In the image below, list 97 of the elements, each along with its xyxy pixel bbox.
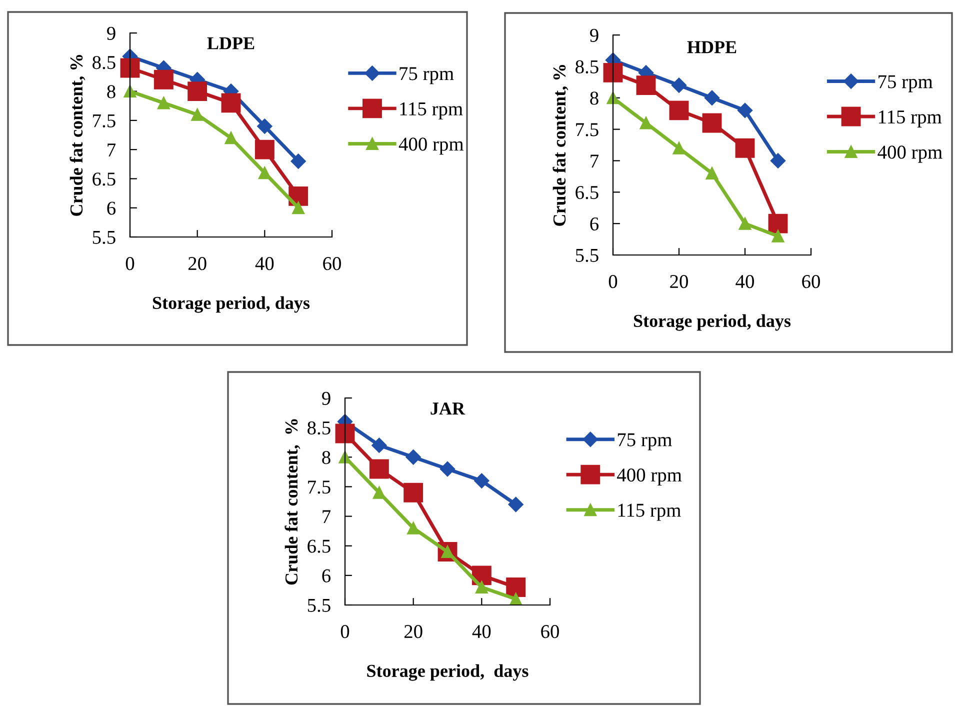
- point: [510, 592, 522, 606]
- point: [770, 153, 786, 168]
- legend-label: 115 rpm: [400, 102, 463, 120]
- point: [440, 461, 456, 477]
- y-tick-label: 6.5: [576, 186, 598, 200]
- point: [124, 85, 136, 98]
- legend-label: 75 rpm: [400, 67, 454, 84]
- y-tick-label: 7.5: [308, 480, 330, 494]
- y-tick-label: 6: [322, 569, 331, 582]
- point: [640, 116, 652, 130]
- y-tick-label: 7.5: [93, 114, 116, 128]
- point: [224, 132, 238, 144]
- point: [404, 482, 424, 502]
- y-tick-label: 7: [322, 510, 331, 524]
- point: [257, 118, 272, 134]
- x-tick-label: 20: [188, 257, 206, 270]
- x-tick-label: 60: [323, 257, 341, 270]
- legend-label: 75 rpm: [618, 433, 672, 450]
- point: [738, 217, 752, 230]
- point: [258, 166, 271, 180]
- point: [406, 450, 421, 465]
- point: [157, 96, 170, 110]
- point: [737, 102, 753, 118]
- point: [672, 142, 686, 154]
- point: [702, 113, 722, 133]
- y-tick-label: 6: [107, 202, 116, 215]
- point: [292, 202, 305, 214]
- point: [706, 167, 718, 180]
- y-tick-label: 5.5: [92, 231, 116, 244]
- point: [154, 70, 174, 90]
- y-tick-label: 9: [322, 392, 330, 405]
- y-axis-title: Crude fat content, %: [552, 64, 568, 226]
- chart-title: JAR: [430, 402, 466, 415]
- point: [636, 76, 656, 96]
- legend-label: 75 rpm: [878, 75, 933, 92]
- point: [772, 230, 784, 242]
- y-tick-label: 5.5: [576, 249, 598, 262]
- x-tick-label: 40: [736, 275, 754, 288]
- y-tick-label: 6.5: [308, 540, 330, 553]
- point: [338, 450, 352, 464]
- y-tick-label: 8.5: [576, 60, 598, 74]
- y-tick-label: 6: [590, 217, 599, 231]
- chart-title: HDPE: [687, 41, 736, 54]
- point: [254, 140, 274, 160]
- x-tick-label: 60: [802, 275, 820, 288]
- legend-label: 115 rpm: [879, 110, 942, 128]
- point: [221, 93, 241, 113]
- y-tick-label: 6.5: [92, 172, 116, 186]
- x-tick-label: 60: [541, 625, 559, 638]
- point: [508, 496, 524, 512]
- point: [290, 154, 306, 169]
- point: [506, 578, 526, 597]
- y-tick-label: 8: [590, 92, 598, 105]
- x-tick-label: 20: [670, 275, 688, 288]
- y-tick-label: 7: [590, 154, 599, 168]
- point: [372, 438, 387, 453]
- x-tick-label: 0: [126, 257, 134, 270]
- y-tick-label: 8.5: [308, 421, 330, 435]
- x-axis-title: Storage period, days: [367, 664, 528, 681]
- point: [475, 581, 488, 594]
- point: [188, 82, 208, 102]
- x-tick-label: 20: [404, 625, 422, 638]
- point: [372, 486, 386, 499]
- point: [120, 58, 140, 78]
- legend-label: 400 rpm: [398, 138, 464, 155]
- point: [603, 62, 623, 82]
- point: [369, 459, 389, 479]
- x-tick-label: 0: [608, 275, 618, 288]
- x-tick-label: 40: [255, 257, 274, 270]
- x-axis-title: Storage period, days: [152, 296, 310, 313]
- legend-label: 400 rpm: [878, 146, 942, 163]
- point: [474, 473, 490, 488]
- y-tick-label: 5.5: [308, 599, 330, 612]
- y-tick-label: 8.5: [92, 56, 116, 70]
- point: [407, 522, 420, 534]
- point: [669, 100, 689, 120]
- y-axis-title: Crude fat content, %: [284, 419, 300, 585]
- chart-title: LDPE: [207, 37, 254, 50]
- legend-label: 115 rpm: [618, 504, 681, 521]
- x-axis-title: Storage period, days: [634, 314, 791, 331]
- y-tick-label: 7.5: [576, 123, 598, 136]
- point: [704, 90, 720, 106]
- legend-label: 400 rpm: [617, 468, 682, 486]
- y-tick-label: 8: [107, 85, 116, 98]
- point: [735, 138, 755, 158]
- point: [671, 78, 687, 93]
- point: [191, 108, 204, 121]
- y-tick-label: 9: [107, 26, 116, 40]
- y-tick-label: 7: [108, 144, 116, 156]
- point: [768, 214, 788, 234]
- x-tick-label: 40: [472, 625, 491, 638]
- point: [606, 92, 620, 104]
- y-tick-label: 8: [322, 450, 330, 464]
- x-tick-label: 0: [340, 625, 350, 638]
- point: [335, 424, 355, 444]
- y-tick-label: 9: [590, 28, 598, 42]
- y-axis-title: Crude fat content, %: [70, 54, 86, 216]
